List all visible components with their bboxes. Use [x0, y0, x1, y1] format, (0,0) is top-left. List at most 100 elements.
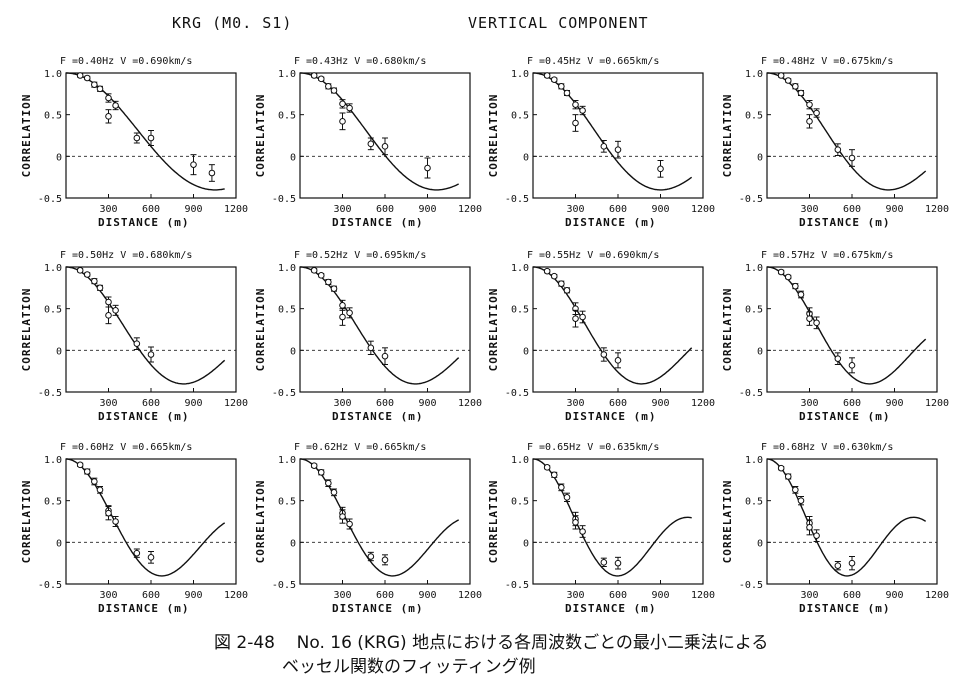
point-marker — [325, 83, 332, 90]
point-marker — [579, 313, 586, 321]
data-point — [96, 284, 104, 292]
y-axis-label: CORRELATION — [20, 480, 33, 564]
data-point — [190, 154, 197, 176]
data-point — [147, 346, 155, 363]
y-tick-label: -0.5 — [505, 388, 529, 399]
x-tick-label: 900 — [885, 590, 903, 601]
figure-header-left: KRG (M0. S1) — [172, 14, 293, 32]
x-tick-label: 1200 — [925, 204, 949, 215]
point-marker — [806, 101, 813, 108]
point-marker — [317, 272, 325, 279]
data-point — [792, 486, 799, 494]
x-axis-label: DISTANCE (m) — [98, 602, 189, 615]
y-tick-label: 0 — [290, 152, 296, 163]
data-point — [806, 519, 813, 536]
point-marker — [797, 89, 805, 97]
chart-panel-10: F =0.62Hz V =0.665km/s 1.0 0.5 0 -0.5 300 600 9… — [254, 442, 482, 615]
y-tick-label: -0.5 — [272, 194, 296, 205]
caption-line-1: 図 2-48 No. 16 (KRG) 地点における各周波数ごとの最小二乗法によ… — [214, 628, 768, 653]
y-tick-label: 0 — [290, 346, 296, 357]
caption-label: 図 2-48 — [214, 633, 275, 653]
point-marker — [83, 74, 91, 82]
fit-curve — [533, 266, 693, 385]
data-point — [346, 518, 353, 530]
point-marker — [813, 109, 820, 117]
data-point — [563, 287, 571, 294]
y-tick-label: 0 — [56, 346, 62, 357]
plot-frame — [532, 72, 704, 199]
x-tick-label: 300 — [99, 204, 117, 215]
point-marker — [208, 169, 216, 177]
data-point — [600, 140, 608, 153]
point-marker — [579, 528, 586, 535]
data-point — [797, 290, 805, 299]
point-marker — [848, 154, 856, 162]
data-point — [96, 85, 104, 93]
data-point — [579, 525, 586, 538]
data-point — [813, 108, 820, 118]
data-point — [339, 112, 346, 131]
point-marker — [848, 559, 856, 567]
x-tick-label: 900 — [651, 398, 669, 409]
point-marker — [310, 267, 318, 274]
y-tick-label: 0 — [757, 346, 763, 357]
point-marker — [339, 513, 346, 520]
y-axis-label: CORRELATION — [487, 288, 500, 372]
data-point — [550, 272, 558, 280]
data-point — [813, 529, 820, 542]
y-axis-label: CORRELATION — [20, 94, 33, 178]
y-tick-label: 0.5 — [44, 305, 62, 316]
y-tick-label: 1.0 — [44, 263, 62, 274]
data-point — [614, 352, 622, 369]
data-point — [325, 278, 332, 286]
y-tick-label: 0.5 — [44, 111, 62, 122]
point-marker — [806, 315, 813, 322]
chart-title: F =0.60Hz V =0.665km/s — [60, 442, 192, 453]
chart-title: F =0.43Hz V =0.680km/s — [294, 56, 426, 67]
point-marker — [339, 302, 346, 309]
caption-line-2: ベッセル関数のフィッティング例 — [282, 657, 536, 677]
data-point — [346, 103, 353, 113]
chart-panel-4: F =0.48Hz V =0.675km/s 1.0 0.5 0 -0.5 300 600 9… — [721, 56, 949, 229]
x-axis-label: DISTANCE (m) — [799, 216, 890, 229]
y-tick-label: 1.0 — [745, 455, 763, 466]
x-tick-label: 600 — [142, 590, 160, 601]
x-tick-label: 1200 — [458, 398, 482, 409]
point-marker — [792, 486, 799, 494]
x-axis-label: DISTANCE (m) — [565, 602, 656, 615]
data-point — [367, 137, 375, 151]
data-point — [367, 340, 375, 355]
x-tick-label: 300 — [566, 398, 584, 409]
y-tick-label: -0.5 — [38, 580, 62, 591]
data-point — [330, 87, 338, 94]
point-marker — [96, 85, 104, 93]
point-marker — [105, 509, 112, 517]
point-marker — [339, 313, 346, 321]
point-marker — [563, 494, 571, 501]
y-tick-label: 0 — [56, 538, 62, 549]
chart-title: F =0.48Hz V =0.675km/s — [761, 56, 893, 67]
x-tick-label: 1200 — [224, 204, 248, 215]
chart-panel-12: F =0.68Hz V =0.630km/s 1.0 0.5 0 -0.5 300 600 9… — [721, 442, 949, 615]
point-marker — [543, 464, 551, 471]
y-tick-label: 1.0 — [44, 455, 62, 466]
figure-header-right: VERTICAL COMPONENT — [468, 14, 649, 32]
point-marker — [543, 72, 551, 79]
fit-curve — [767, 72, 927, 191]
data-point — [133, 548, 141, 558]
data-point — [572, 309, 579, 328]
y-tick-label: 1.0 — [44, 69, 62, 80]
data-point — [784, 273, 792, 281]
data-point — [813, 316, 820, 330]
point-marker — [83, 468, 91, 475]
point-marker — [96, 486, 104, 494]
data-point — [147, 130, 155, 146]
point-marker — [797, 497, 805, 504]
data-point — [91, 277, 98, 285]
point-marker — [550, 272, 558, 280]
chart-title: F =0.65Hz V =0.635km/s — [527, 442, 659, 453]
point-marker — [784, 77, 792, 84]
data-point — [614, 556, 622, 570]
point-marker — [777, 72, 785, 79]
fit-curve — [533, 72, 693, 191]
